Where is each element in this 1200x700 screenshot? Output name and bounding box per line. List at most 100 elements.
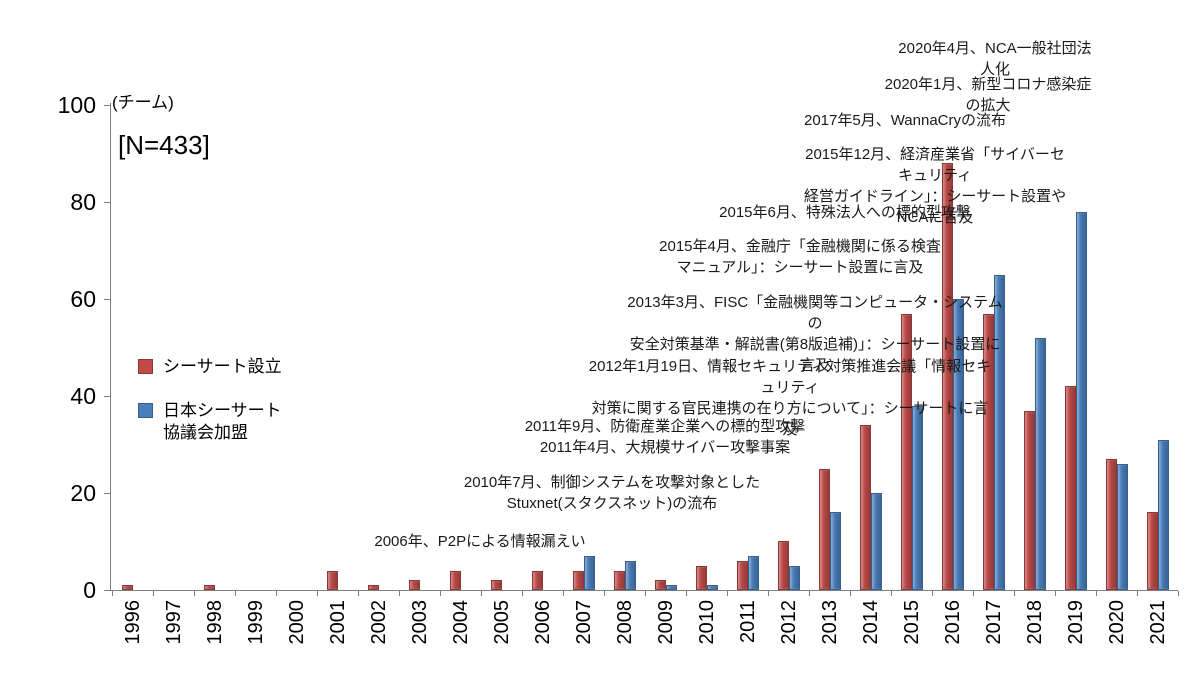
annotation: 2015年6月、特殊法人への標的型攻撃 (719, 204, 971, 221)
x-tick-mark (1178, 591, 1179, 596)
x-tick-label: 2014 (860, 600, 882, 645)
bar-nca-member-2011 (748, 556, 759, 590)
bar-nca-member-2009 (666, 585, 677, 590)
legend-label-established: シーサート設立 (163, 357, 282, 376)
annotation: 2020年1月、新型コロナ感染症の拡大 (884, 76, 1092, 114)
x-tick-label: 2010 (696, 600, 718, 645)
bar-established-2007 (573, 571, 584, 590)
annotation: 2020年4月、NCA一般社団法人化 (898, 40, 1092, 78)
x-tick-label: 2001 (327, 600, 349, 645)
x-tick-label: 2011 (737, 600, 759, 644)
x-tick-mark (604, 591, 605, 596)
x-tick-mark (727, 591, 728, 596)
x-tick-mark (235, 591, 236, 596)
bar-established-1996 (122, 585, 133, 590)
annotation: 2015年4月、金融庁「金融機関に係る検査 マニュアル」：シーサート設置に言及 (659, 238, 941, 276)
bar-established-2011 (737, 561, 748, 590)
x-tick-mark (973, 591, 974, 596)
y-tick-mark (104, 299, 111, 300)
y-tick-label: 20 (70, 480, 96, 506)
y-tick-mark (104, 396, 111, 397)
bar-established-2021 (1147, 512, 1158, 590)
bar-nca-member-2010 (707, 585, 718, 590)
legend-swatch-blue (138, 403, 153, 418)
x-tick-label: 2008 (614, 600, 636, 645)
x-tick-mark (686, 591, 687, 596)
x-tick-mark (1137, 591, 1138, 596)
x-tick-mark (153, 591, 154, 596)
x-tick-label: 2004 (450, 600, 472, 645)
x-tick-label: 1998 (204, 600, 226, 645)
x-tick-mark (276, 591, 277, 596)
x-axis-line (110, 590, 1178, 591)
x-tick-label: 2007 (573, 600, 595, 645)
annotation: 2010年7月、制御システムを攻撃対象とした Stuxnet(スタクスネット)の… (463, 474, 761, 512)
y-tick-label: 100 (57, 92, 96, 118)
x-tick-mark (1055, 591, 1056, 596)
legend-item-established: シーサート設立 (138, 356, 282, 378)
bar-nca-member-2016 (953, 299, 964, 590)
bar-established-2020 (1106, 459, 1117, 590)
x-tick-label: 2021 (1147, 600, 1169, 645)
x-tick-label: 2006 (532, 600, 554, 645)
x-tick-label: 2015 (901, 600, 923, 645)
y-tick-label: 80 (70, 189, 96, 215)
x-tick-mark (194, 591, 195, 596)
bar-established-2001 (327, 571, 338, 590)
y-tick-label: 40 (70, 383, 96, 409)
bar-nca-member-2021 (1158, 440, 1169, 590)
x-tick-mark (891, 591, 892, 596)
x-tick-mark (440, 591, 441, 596)
bar-nca-member-2017 (994, 275, 1005, 590)
x-tick-mark (1014, 591, 1015, 596)
x-tick-mark (932, 591, 933, 596)
bar-established-2019 (1065, 386, 1076, 590)
bar-established-2010 (696, 566, 707, 590)
x-tick-label: 2017 (983, 600, 1005, 645)
bar-established-2015 (901, 314, 912, 590)
annotation: 2012年1月19日、情報セキュリティ対策推進会議「情報セキュリティ 対策に関す… (588, 358, 992, 438)
x-tick-mark (809, 591, 810, 596)
bar-established-2008 (614, 571, 625, 590)
bar-established-2003 (409, 580, 420, 590)
annotation: 2011年9月、防衛産業企業への標的型攻撃 2011年4月、大規模サイバー攻撃事… (524, 418, 806, 456)
legend-swatch-red (138, 359, 153, 374)
x-tick-label: 2020 (1106, 600, 1128, 645)
y-tick-mark (104, 202, 111, 203)
bar-nca-member-2012 (789, 566, 800, 590)
y-axis-unit-label: (チーム) (112, 93, 174, 112)
bar-nca-member-2008 (625, 561, 636, 590)
y-tick-mark (104, 493, 111, 494)
x-tick-label: 2000 (286, 600, 308, 645)
x-tick-mark (481, 591, 482, 596)
x-tick-label: 2012 (778, 600, 800, 645)
x-tick-label: 1997 (163, 600, 185, 645)
x-tick-mark (358, 591, 359, 596)
annotation: 2013年3月、FISC「金融機関等コンピュータ・システムの 安全対策基準・解説… (627, 294, 1003, 374)
y-tick-mark (104, 590, 111, 591)
x-tick-mark (768, 591, 769, 596)
bar-established-2002 (368, 585, 379, 590)
bar-established-2016 (942, 163, 953, 590)
x-tick-label: 2009 (655, 600, 677, 645)
x-tick-label: 2019 (1065, 600, 1087, 645)
x-tick-mark (317, 591, 318, 596)
annotation: 2017年5月、WannaCryの流布 (803, 112, 1007, 129)
bar-nca-member-2014 (871, 493, 882, 590)
bar-established-2012 (778, 541, 789, 590)
bar-established-2004 (450, 571, 461, 590)
bar-nca-member-2015 (912, 406, 923, 590)
y-tick-mark (104, 105, 111, 106)
bar-nca-member-2013 (830, 512, 841, 590)
x-tick-label: 2005 (491, 600, 513, 645)
annotation: 2006年、P2Pによる情報漏えい (374, 533, 586, 550)
bar-established-2009 (655, 580, 666, 590)
bar-established-2017 (983, 314, 994, 590)
x-tick-mark (112, 591, 113, 596)
annotation: 2015年12月、経済産業省「サイバーセキュリティ 経営ガイドライン」：シーサー… (803, 146, 1067, 226)
bar-nca-member-2007 (584, 556, 595, 590)
bar-nca-member-2019 (1076, 212, 1087, 590)
x-tick-mark (563, 591, 564, 596)
bar-nca-member-2018 (1035, 338, 1046, 590)
